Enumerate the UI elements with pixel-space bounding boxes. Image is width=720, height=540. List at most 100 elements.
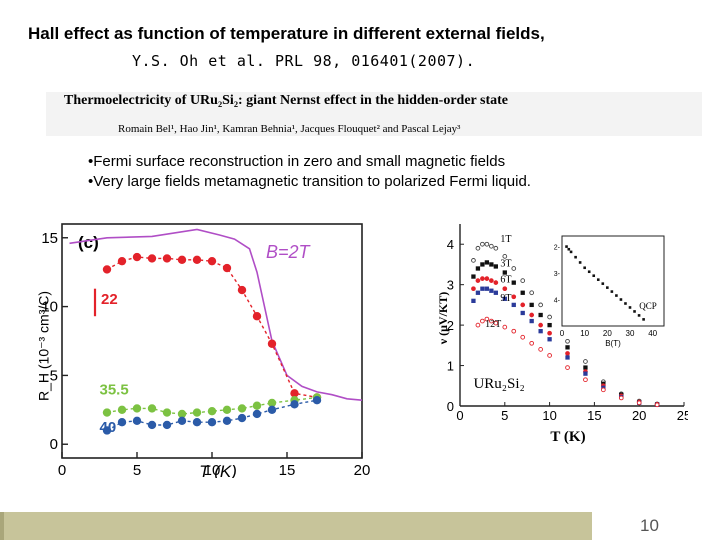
inset-point: [569, 250, 573, 254]
inset-point: [587, 270, 591, 274]
inset-point: [628, 306, 632, 309]
data-point-1T: [475, 245, 481, 251]
data-point-9T: [520, 310, 525, 316]
data-point-35.5: [222, 405, 232, 415]
inset-annotation: QCP: [639, 301, 657, 311]
data-point-9T: [493, 290, 498, 295]
data-point-9T: [502, 296, 507, 301]
data-point-35.5: [267, 398, 277, 408]
data-point-35.5: [237, 404, 247, 413]
data-point-6T: [529, 312, 535, 318]
paper-title: Thermoelectricity of URu₂Si₂: giant Nern…: [64, 93, 508, 108]
data-point-22: [102, 265, 112, 274]
inset-x-label: B(T): [605, 339, 621, 348]
inset-point: [578, 261, 582, 264]
x-tick-label: 10: [204, 462, 221, 478]
inset-point: [565, 245, 568, 248]
inset-point: [633, 310, 636, 313]
inset-point: [624, 302, 627, 305]
data-point-22: [192, 255, 202, 264]
inset-x-tick-label: 30: [626, 329, 635, 338]
inset-point: [596, 278, 600, 281]
y-axis-label: R_H (10⁻³ cm³/C): [36, 291, 51, 401]
data-point-1T: [583, 359, 588, 364]
data-point-12T: [529, 340, 535, 346]
panel-label: (c): [78, 233, 99, 252]
data-point-3T: [484, 260, 490, 265]
series-label: 1T: [500, 234, 511, 245]
data-point-12T: [583, 377, 588, 383]
data-point-6T: [502, 286, 508, 292]
data-point-6T: [489, 278, 494, 283]
data-point-22: [222, 263, 232, 273]
series-label-22: 22: [101, 291, 118, 308]
data-point-1T: [538, 302, 543, 308]
x-tick-label: 0: [58, 462, 66, 478]
data-point-9T: [511, 302, 516, 308]
inset-point: [583, 266, 586, 270]
data-point-35.5: [252, 401, 262, 410]
y-tick-label: 5: [50, 367, 58, 384]
data-point-1T: [547, 314, 552, 320]
data-point-1T: [511, 266, 517, 271]
data-point-6T: [520, 302, 526, 308]
inset-point: [567, 247, 571, 251]
data-point-40: [237, 413, 247, 423]
bullet-list: •Fermi surface reconstruction in zero an…: [88, 152, 648, 192]
x-tick-label: 10: [542, 408, 556, 423]
data-point-40: [207, 418, 217, 427]
data-point-9T: [480, 286, 485, 291]
data-point-35.5: [192, 408, 202, 417]
paper-header-clip: [46, 92, 702, 136]
data-point-3T: [502, 270, 507, 275]
inset-y-tick-label: 3-: [554, 271, 561, 278]
page-number: 10: [640, 516, 659, 535]
field-label: B=2T: [266, 242, 312, 262]
data-point-22: [237, 285, 247, 295]
data-point-3T: [471, 274, 476, 279]
data-point-40: [252, 409, 262, 419]
data-point-6T: [511, 294, 517, 300]
data-point-35.5: [207, 407, 217, 416]
data-point-40: [312, 395, 322, 405]
data-point-40: [177, 416, 187, 426]
data-point-35.5: [102, 408, 112, 417]
series-label: 3T: [500, 258, 511, 269]
data-point-9T: [475, 290, 481, 295]
series-label: 9T: [500, 293, 511, 304]
x-tick-label: 5: [133, 462, 141, 478]
y-tick-label: 2: [447, 318, 454, 333]
data-point-40: [267, 405, 277, 415]
data-point-12T: [520, 334, 526, 340]
data-point-12T: [538, 347, 543, 352]
data-point-12T: [489, 318, 494, 324]
footer-accent: [0, 512, 4, 540]
data-point-3T: [547, 322, 552, 328]
hall-coefficient-chart: 0 5 10 15 20 0 5 10 15 T (K) R_H (10⁻³ cm³/C) (c) B=…: [36, 223, 370, 478]
data-point-12T: [493, 320, 499, 326]
data-point-22: [177, 255, 187, 264]
series-label: 12T: [485, 319, 501, 330]
data-point-40: [117, 418, 127, 427]
data-point-9T: [583, 371, 588, 376]
inset-point: [592, 274, 596, 278]
series-label: 6T: [500, 275, 511, 286]
series-label-40: 40: [100, 419, 117, 436]
data-point-9T: [529, 318, 534, 324]
data-point-1T: [520, 278, 526, 283]
data-point-6T: [484, 276, 490, 281]
data-point-22: [117, 256, 127, 266]
inset-frame: [561, 235, 665, 327]
inset-x-tick-label: 40: [648, 329, 657, 338]
inset-point: [619, 298, 623, 301]
data-point-22: [290, 389, 299, 398]
data-point-40: [147, 420, 157, 430]
data-point-9T: [484, 286, 490, 291]
data-point-9T: [547, 337, 552, 342]
compound-label: URu₂Si₂: [473, 376, 524, 392]
inset-y-tick-label: 2-: [554, 245, 561, 252]
data-point-40: [162, 420, 172, 430]
data-point-40: [132, 416, 142, 426]
slide-title: Hall effect as function of temperature i…: [28, 24, 545, 43]
data-point-40: [102, 426, 112, 435]
